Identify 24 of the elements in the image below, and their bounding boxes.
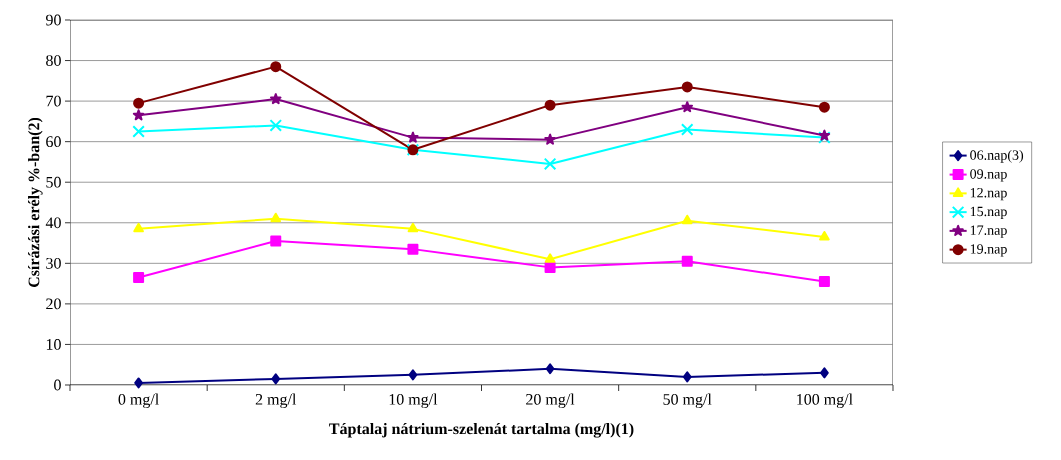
x-tick-label: 2 mg/l [255, 393, 297, 409]
x-tick-label: 50 mg/l [663, 393, 712, 409]
legend-label: 19.nap [970, 244, 1007, 257]
x-axis-title: Táptalaj nátrium-szelenát tartalma (mg/l)(1) [329, 422, 634, 438]
y-tick-label: 40 [45, 217, 61, 229]
y-tick-label: 80 [46, 55, 61, 66]
x-tick-label: 0 mg/l [118, 393, 159, 409]
y-tick-label: 50 [46, 176, 61, 188]
y-tick-label: 20 [46, 298, 61, 310]
x-tick-label: 100 mg/l [797, 393, 853, 409]
legend-label: 09.nap [970, 169, 1007, 182]
legend-label: 15.nap [970, 206, 1007, 219]
y-tick-label: 30 [46, 257, 61, 269]
legend-label: 12.nap [970, 188, 1007, 201]
x-tick-label: 20 mg/l [526, 393, 575, 409]
y-tick-label: 10 [46, 339, 61, 350]
legend-label: 17.nap [970, 225, 1007, 238]
x-tick-label: 10 mg/l [389, 393, 438, 409]
legend-label: 06.nap(3) [970, 149, 1024, 163]
y-tick-label: 90 [46, 14, 61, 26]
y-tick-label: 60 [46, 136, 61, 148]
y-tick-label: 70 [46, 95, 61, 107]
y-axis-title: Csírázási erély %-ban(2) [28, 117, 43, 288]
y-tick-label: 0 [54, 379, 61, 391]
